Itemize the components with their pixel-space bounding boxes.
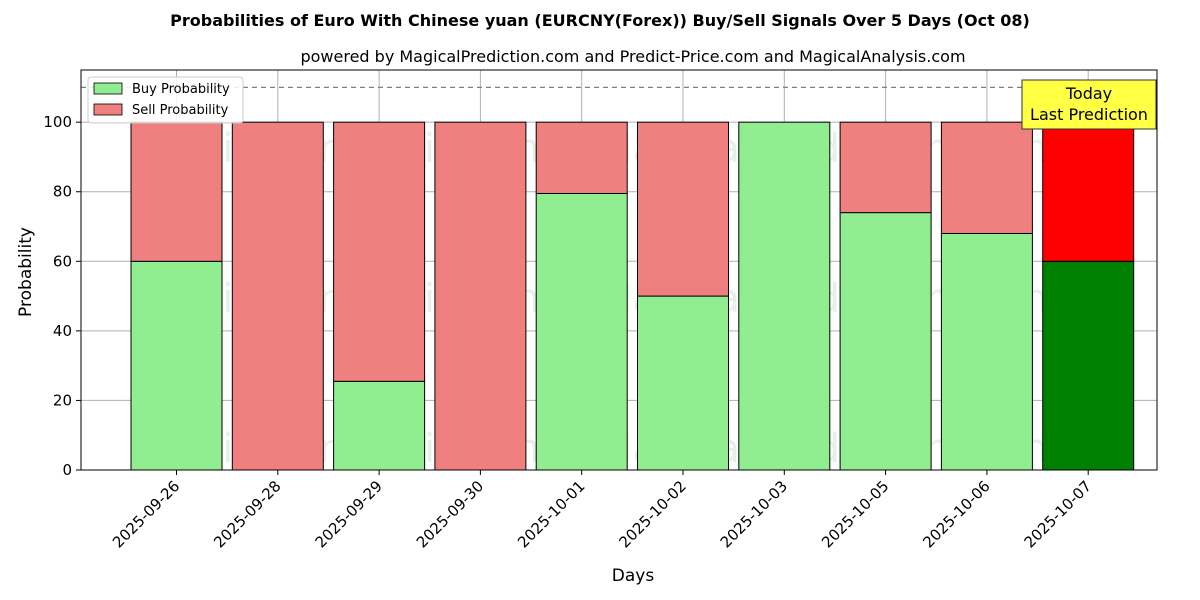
y-tick-label: 80 [53, 183, 72, 201]
buy-bar [130, 260, 223, 471]
y-tick-label: 60 [53, 252, 72, 270]
sell-bar [839, 121, 932, 214]
x-tick-label: 2025-10-03 [717, 477, 791, 551]
sell-bar [434, 121, 527, 471]
today-annotation: Today Last Prediction [1021, 79, 1157, 130]
x-tick-label: 2025-10-02 [615, 477, 689, 551]
sell-bar [637, 121, 729, 297]
x-tick-label: 2025-09-28 [210, 477, 284, 551]
legend: Buy Probability Sell Probability [87, 76, 244, 124]
y-axis: 0 20 40 60 80 100 [43, 113, 81, 479]
x-tick-label: 2025-09-29 [312, 477, 386, 551]
sell-bar [333, 121, 426, 382]
chart-subtitle: powered by MagicalPrediction.com and Pre… [300, 47, 965, 66]
y-tick-label: 100 [43, 113, 72, 131]
x-tick-label: 2025-10-06 [919, 477, 993, 551]
legend-sell-label: Sell Probability [132, 103, 229, 118]
x-tick-label: 2025-10-07 [1021, 477, 1095, 551]
buy-bar [637, 295, 729, 471]
legend-sell-swatch [93, 103, 123, 116]
buy-bar [940, 232, 1033, 471]
legend-buy-label: Buy Probability [132, 82, 230, 97]
buy-bar [535, 192, 628, 471]
sell-bar [130, 121, 223, 262]
buy-bar [839, 212, 932, 471]
x-axis: 2025-09-26 2025-09-28 2025-09-29 2025-09-30… [109, 470, 1095, 551]
legend-box [87, 76, 244, 124]
legend-buy-swatch [93, 82, 123, 95]
y-axis-label: Probability [16, 227, 36, 317]
buy-bar [738, 121, 831, 471]
today-annotation-line1: Today [1065, 84, 1112, 103]
sell-bar [1042, 121, 1135, 262]
buy-bar [333, 380, 426, 471]
chart-title: Probabilities of Euro With Chinese yuan … [170, 11, 1030, 30]
today-annotation-line2: Last Prediction [1030, 105, 1148, 124]
plot-frame [80, 69, 1158, 471]
y-tick-label: 20 [53, 391, 72, 409]
x-axis-label: Days [612, 566, 655, 586]
bars [130, 121, 1135, 471]
x-tick-label: 2025-10-01 [514, 477, 588, 551]
y-tick-label: 40 [53, 322, 72, 340]
x-tick-label: 2025-09-30 [413, 477, 487, 551]
sell-bar [535, 121, 628, 194]
sell-bar [940, 121, 1033, 234]
x-tick-label: 2025-10-05 [818, 477, 892, 551]
y-tick-label: 0 [62, 461, 72, 479]
x-tick-label: 2025-09-26 [109, 477, 183, 551]
sell-bar [231, 121, 324, 471]
today-annotation-box [1021, 79, 1157, 130]
buy-bar [1042, 260, 1135, 471]
